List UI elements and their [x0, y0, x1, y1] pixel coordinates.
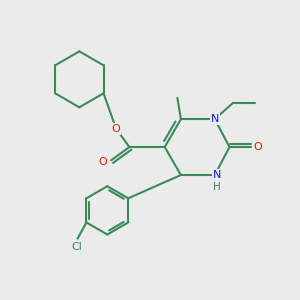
- Text: N: N: [213, 170, 221, 180]
- Text: Cl: Cl: [71, 242, 82, 252]
- Text: O: O: [254, 142, 262, 152]
- Text: O: O: [112, 124, 121, 134]
- Text: H: H: [213, 182, 221, 192]
- Text: N: N: [211, 114, 219, 124]
- Text: O: O: [98, 157, 107, 167]
